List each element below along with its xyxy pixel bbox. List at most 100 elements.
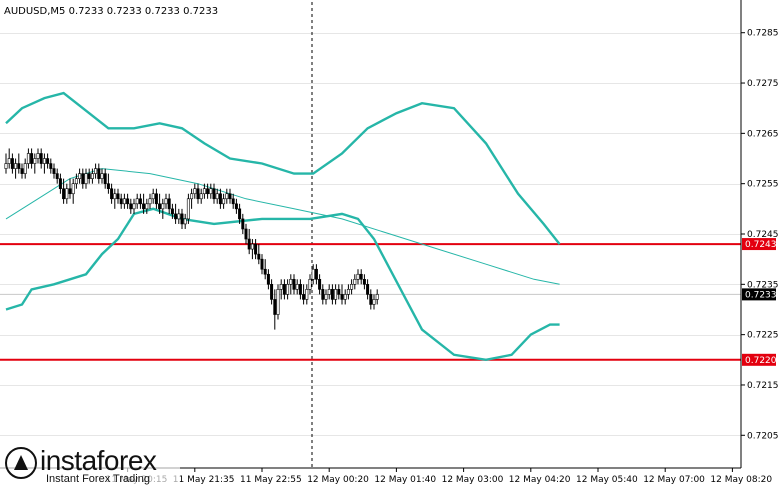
candle-body [122,198,126,205]
candle-body [209,188,213,195]
candle [356,269,360,285]
candle [298,279,302,300]
candle [279,279,283,300]
candle-body [174,213,178,220]
candle-body [295,284,299,290]
candle [327,284,331,300]
candle [174,203,178,224]
candle [186,193,190,224]
candle [202,183,206,199]
candle-body [362,278,366,285]
y-tick-label: 0.7205 [747,431,779,441]
x-tick-label: 12 May 00:20 [307,475,369,485]
candle [177,208,181,224]
candle [14,158,18,179]
candle [90,168,94,184]
candle [244,223,248,245]
candle-body [276,289,280,315]
candle [58,173,62,194]
candle-body [4,163,8,169]
candle-body [167,198,171,210]
candle-body [135,198,139,205]
candle-body [42,158,46,164]
price-grid [0,33,741,436]
candle [126,193,130,209]
candle-body [46,158,50,164]
candle-body [350,284,354,290]
x-tick-label: 12 May 05:40 [576,475,638,485]
candle [10,153,14,174]
candle-body [206,188,210,195]
candle [282,279,286,300]
candle [337,284,341,300]
candle [103,168,107,189]
current-price-tag [742,288,776,301]
candle-body [263,268,267,275]
symbol-header: AUDUSD,M5 0.7233 0.7233 0.7233 0.7233 [4,6,218,17]
candle-body [298,284,302,295]
candle-body [279,284,283,290]
candle [340,284,344,305]
y-tick-label: 0.7285 [747,29,779,39]
candle-body [7,158,11,164]
candle-body [65,188,69,200]
candle [250,239,254,260]
candle [362,274,366,290]
y-tick-label: 0.7235 [747,280,779,290]
candle [36,148,40,164]
level-price-tag [742,353,776,366]
y-tick-label: 0.7215 [747,381,779,391]
candle-body [30,153,34,164]
candle [369,289,373,310]
candle-body [164,198,168,205]
candle [138,193,142,209]
candle-body [215,193,219,200]
bollinger-middle-line [5,168,560,285]
candle-body [254,243,258,255]
candle-body [202,188,206,195]
candle-body [113,193,117,200]
candle-body [337,289,341,295]
candle-body [158,203,162,210]
candle [276,284,280,320]
candle-body [292,278,296,290]
x-tick-label: 12 May 08:20 [710,475,772,485]
candle-body [346,289,350,295]
candle-body [20,168,24,174]
candle [110,183,114,204]
y-tick-label: 0.7245 [747,230,779,240]
candle [257,244,261,265]
candle-body [148,198,152,205]
candle [164,193,168,209]
candle [260,254,264,275]
candle [113,188,117,209]
candle [42,153,46,174]
candle-body [231,198,235,205]
candle-body [177,213,181,220]
candle [87,168,91,184]
x-tick-label: 11 May 22:55 [240,475,302,485]
candle-body [129,203,133,210]
candle-body [90,173,94,179]
candle-body [356,273,360,280]
candle-body [100,173,104,179]
candle-body [359,273,363,280]
candle [74,173,78,189]
candlestick-series [4,148,379,330]
candle-body [138,198,142,205]
candle [170,203,174,219]
x-tick-label: 12 May 04:20 [509,475,571,485]
candle-body [170,208,174,215]
candle-body [84,173,88,184]
candle [238,203,242,224]
candle-body [97,168,101,179]
candle-body [161,203,165,210]
candle [330,284,334,305]
bollinger-upper-line [5,91,561,245]
candle [206,183,210,199]
candle-body [266,273,270,285]
candle [52,163,56,179]
candle-body [58,178,62,190]
candle [196,183,200,204]
candle-body [151,193,155,200]
